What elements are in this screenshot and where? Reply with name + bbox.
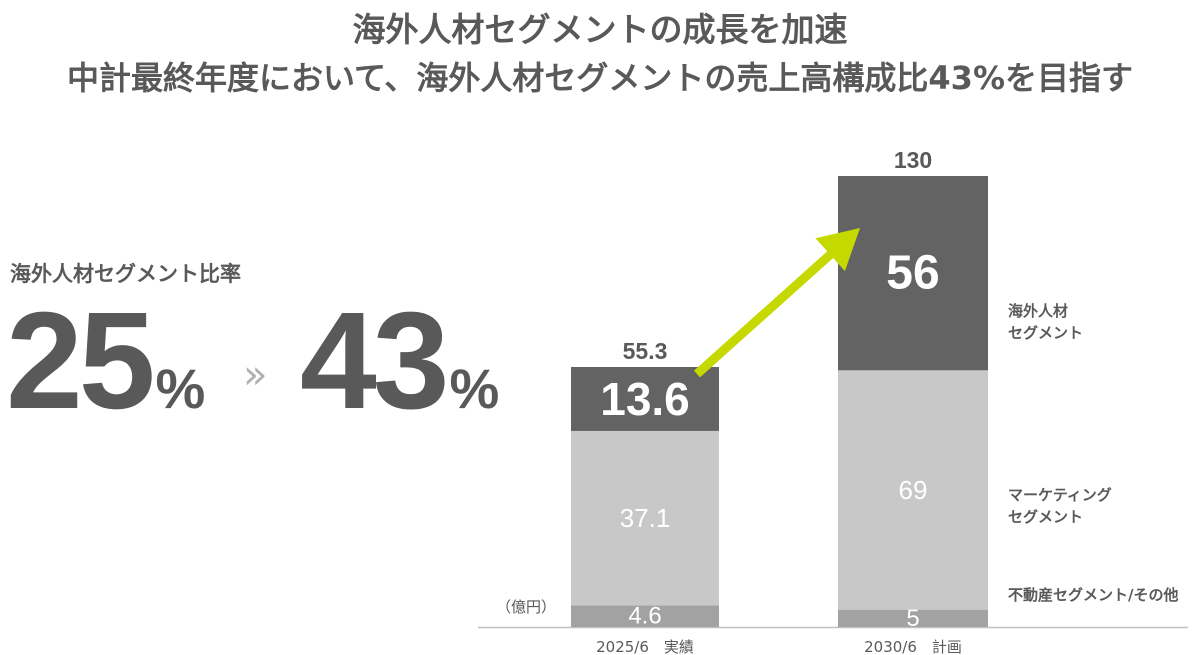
title-line-1: 海外人材セグメントの成長を加速 <box>352 10 848 49</box>
growth-arrow <box>694 228 860 378</box>
total-label: 130 <box>894 147 932 173</box>
category-label: 2030/6 計画 <box>864 638 962 655</box>
data-label: 5 <box>906 605 919 632</box>
data-label: 37.1 <box>620 503 671 533</box>
bar-segment <box>571 605 719 627</box>
legend-overseas: 海外人材 セグメント <box>1008 302 1084 342</box>
ratio-from-value: 25 <box>6 284 155 438</box>
ratio-from: 25% <box>6 292 205 430</box>
title-line-2: 中計最終年度において、海外人材セグメントの売上高構成比43%を目指す <box>66 59 1134 97</box>
ratio-to: 43% <box>300 292 499 430</box>
ratio-from-unit: % <box>155 357 206 420</box>
data-label: 56 <box>886 247 939 300</box>
category-label: 2025/6 実績 <box>596 638 694 655</box>
bar-segment <box>571 430 719 606</box>
total-label: 55.3 <box>623 338 668 364</box>
ratio-label: 海外人材セグメント比率 <box>10 262 241 286</box>
data-label: 4.6 <box>628 603 661 630</box>
bar-segment <box>838 609 988 627</box>
bar-segment <box>838 370 988 610</box>
double-chevron-right-icon: » <box>243 352 268 398</box>
legend-marketing: マーケティング セグメント <box>1008 486 1112 526</box>
unit-label: （億円） <box>496 598 557 616</box>
data-label: 13.6 <box>600 373 690 425</box>
legend-realestate: 不動産セグメント/その他 <box>1008 586 1179 604</box>
bar-segment <box>571 367 719 431</box>
ratio-to-unit: % <box>449 357 500 420</box>
bar-segment <box>838 176 988 371</box>
ratio-to-value: 43 <box>300 284 449 438</box>
data-label: 69 <box>899 475 928 505</box>
